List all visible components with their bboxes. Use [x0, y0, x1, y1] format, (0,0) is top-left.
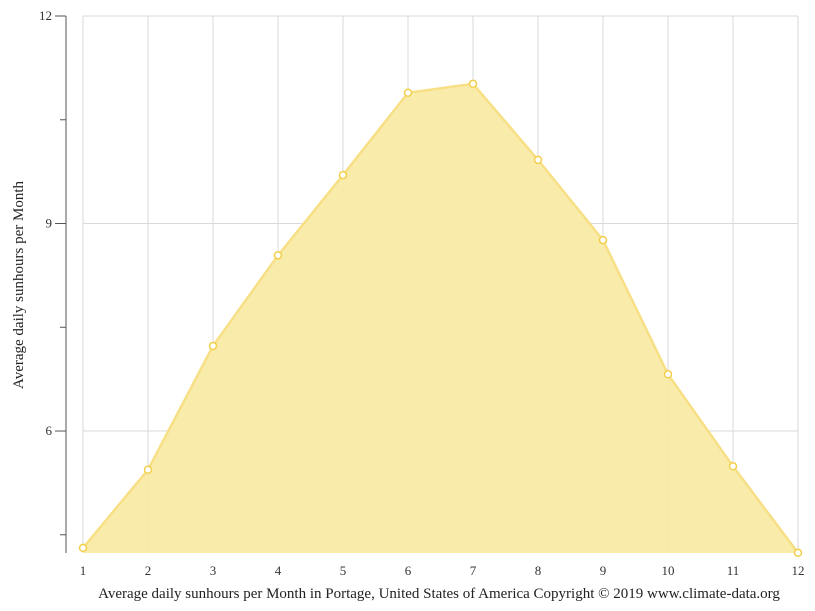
x-tick-label: 10 — [662, 563, 675, 578]
data-point-marker — [78, 543, 88, 553]
data-point-marker — [533, 155, 543, 165]
y-tick-label: 9 — [46, 216, 53, 231]
x-tick-label: 7 — [470, 563, 477, 578]
x-tick-label: 4 — [275, 563, 282, 578]
x-tick-label: 1 — [80, 563, 87, 578]
data-point-marker — [663, 370, 673, 379]
data-point-marker — [208, 341, 218, 351]
area-fill — [83, 83, 798, 554]
x-tick-label: 3 — [210, 563, 217, 578]
x-tick-label: 2 — [145, 563, 152, 578]
data-point-marker — [338, 170, 348, 180]
x-tick-label: 9 — [600, 563, 607, 578]
data-point-marker — [468, 79, 478, 89]
x-tick-label: 5 — [340, 563, 347, 578]
data-point-marker — [273, 251, 283, 260]
data-point-marker — [728, 462, 738, 471]
data-point-marker — [793, 548, 803, 558]
x-axis-title: Average daily sunhours per Month in Port… — [98, 586, 780, 602]
y-tick-label: 12 — [39, 8, 52, 23]
data-point-marker — [143, 465, 153, 475]
area-line — [82, 82, 799, 554]
x-tick-label: 8 — [535, 563, 542, 578]
x-tick-label: 12 — [792, 563, 805, 578]
area-series — [82, 82, 799, 554]
x-tick-label: 6 — [405, 563, 412, 578]
y-axis-title: Average daily sunhours per Month — [11, 181, 27, 390]
data-markers — [78, 79, 803, 558]
x-tick-label: 11 — [727, 563, 740, 578]
axes — [55, 15, 67, 553]
data-point-marker — [598, 235, 608, 245]
y-tick-label: 6 — [46, 423, 53, 438]
data-point-marker — [403, 88, 413, 98]
